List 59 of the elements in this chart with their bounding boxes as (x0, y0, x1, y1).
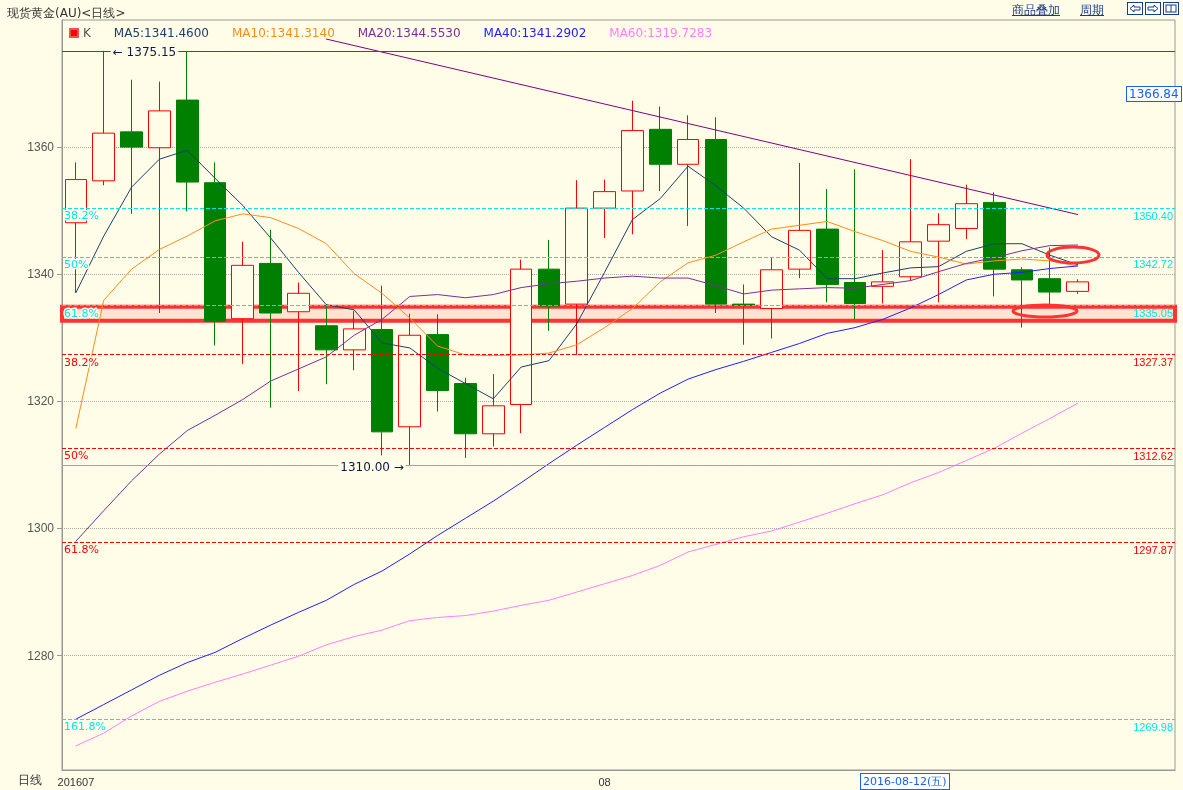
candlestick (204, 161, 226, 346)
annotation: 50% (64, 449, 89, 463)
candlestick (705, 116, 727, 314)
y-tick-label: 1320 (27, 394, 55, 409)
candlestick (899, 158, 922, 282)
text: MA10:1341.3140 (232, 26, 335, 40)
x-axis-title: 日线 (18, 773, 42, 787)
annotation: 61.8% (64, 543, 99, 557)
candlestick (844, 168, 866, 320)
x-tick-label: 08 (598, 775, 611, 788)
chart-title: 现货黄金(AU)<日线> (7, 6, 126, 20)
y-tick-label: 1280 (27, 648, 55, 663)
candlestick (788, 162, 811, 279)
ref-line-label: 1342.72 (1133, 258, 1173, 271)
candlestick (983, 191, 1006, 297)
x-tick-label: 201607 (57, 775, 95, 788)
candlestick (927, 212, 950, 303)
ref-line-label: 1335.05 (1133, 307, 1173, 320)
y-tick-label: 1300 (27, 521, 55, 536)
text: 2016-08-12(五) (860, 773, 950, 790)
annotation: 161.8% (64, 720, 106, 734)
candlestick (176, 51, 199, 212)
y-tick-label: 1360 (27, 140, 55, 155)
annotation: ← 1375.15 (112, 44, 177, 59)
candlestick (677, 114, 699, 227)
candlestick (593, 179, 616, 239)
legend-label: K (83, 26, 92, 40)
text: 周期 (1080, 2, 1104, 19)
text: 1366.84 (1126, 86, 1182, 102)
text: MA20:1344.5530 (357, 26, 461, 40)
text: 商品叠加 (1012, 2, 1060, 19)
ref-line-label: 1297.87 (1133, 543, 1173, 556)
candlestick (454, 377, 477, 459)
candlestick (816, 188, 839, 303)
candlestick (1038, 247, 1061, 306)
candlestick (760, 257, 783, 339)
annotation: 38.2% (64, 355, 99, 369)
candlestick (1066, 278, 1089, 295)
annotation: 61.8% (64, 306, 99, 320)
ref-line-label: 1327.37 (1133, 356, 1173, 369)
candlestick (649, 105, 672, 192)
candlestick (259, 229, 282, 409)
ref-line-label: 1350.40 (1133, 209, 1173, 222)
candlestick (426, 313, 449, 413)
candlestick (120, 79, 143, 215)
ref-line-label: 1312.62 (1133, 449, 1173, 462)
text: MA40:1341.2902 (483, 26, 587, 40)
ref-line-label: 1269.98 (1133, 720, 1173, 733)
candlestick (482, 373, 505, 447)
y-tick-label: 1340 (27, 267, 55, 282)
candlestick (955, 184, 978, 240)
candlestick (371, 285, 393, 456)
text: MA60:1319.7283 (609, 26, 713, 40)
annotation: 1310.00 → (340, 459, 404, 474)
candlestick (148, 81, 171, 314)
candlestick (315, 303, 338, 385)
candlestick (538, 239, 560, 332)
text: MA5:1341.4600 (113, 26, 210, 40)
candlestick (621, 100, 644, 235)
